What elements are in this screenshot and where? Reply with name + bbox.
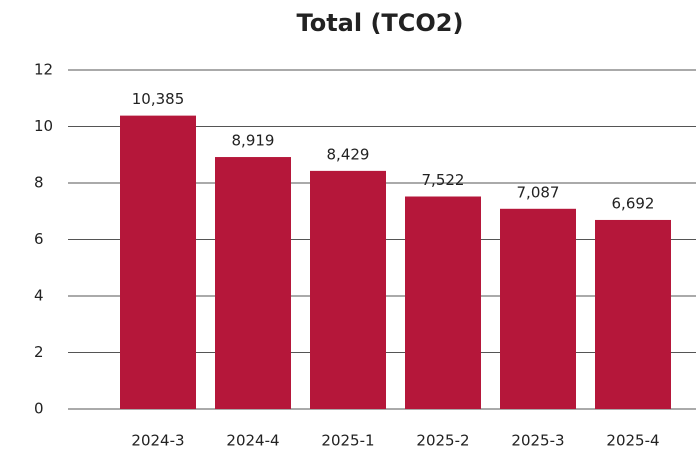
x-tick-label: 2025-1 bbox=[321, 432, 374, 450]
bar bbox=[120, 115, 196, 409]
y-tick-label: 4 bbox=[34, 287, 44, 305]
bar bbox=[310, 170, 386, 409]
x-tick-label: 2025-2 bbox=[416, 432, 469, 450]
y-tick-label: 10 bbox=[34, 117, 53, 135]
data-label: 8,919 bbox=[232, 132, 275, 150]
data-label: 8,429 bbox=[327, 145, 370, 163]
y-tick-label: 6 bbox=[34, 230, 44, 248]
x-tick-label: 2025-3 bbox=[511, 432, 564, 450]
data-label: 7,087 bbox=[517, 183, 560, 201]
data-label: 10,385 bbox=[132, 90, 185, 108]
x-tick-label: 2024-4 bbox=[226, 432, 279, 450]
data-label: 7,522 bbox=[422, 171, 465, 189]
x-tick-label: 2025-4 bbox=[606, 432, 659, 450]
y-tick-label: 0 bbox=[34, 400, 44, 418]
y-tick-label: 12 bbox=[34, 61, 53, 79]
bar bbox=[215, 157, 291, 409]
bar bbox=[500, 208, 576, 409]
y-tick-label: 2 bbox=[34, 343, 44, 361]
data-label: 6,692 bbox=[612, 194, 655, 212]
bar bbox=[595, 219, 671, 409]
chart-title: Total (TCO2) bbox=[297, 9, 464, 37]
x-tick-label: 2024-3 bbox=[131, 432, 184, 450]
y-tick-label: 8 bbox=[34, 174, 44, 192]
bar bbox=[405, 196, 481, 409]
